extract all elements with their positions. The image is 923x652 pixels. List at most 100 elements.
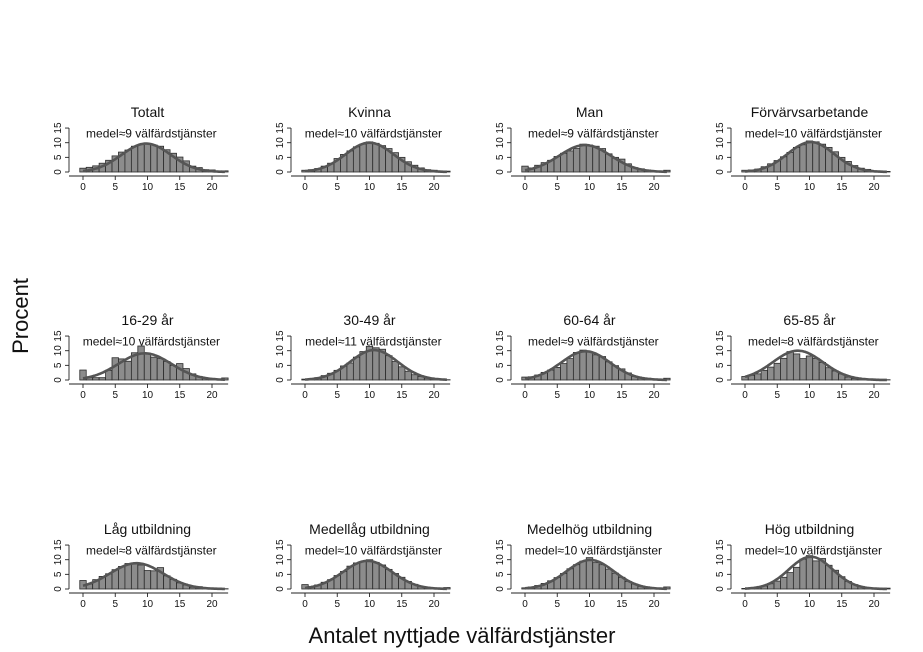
histogram-bar [579, 143, 587, 173]
panel-note: medel≈10 välfärdstjänster [525, 543, 662, 557]
histogram-bar [98, 377, 106, 381]
histogram-bar [579, 560, 587, 590]
y-tick-label: 10 [715, 345, 726, 357]
x-tick-label: 0 [522, 599, 528, 610]
y-tick-label: 5 [495, 571, 506, 577]
x-tick-label: 0 [522, 390, 528, 401]
histogram-bar [163, 361, 171, 381]
x-tick-label: 20 [868, 182, 880, 193]
histogram-bar [812, 141, 820, 173]
histogram-bar [346, 362, 354, 381]
histogram-bar [780, 576, 788, 590]
histogram-bar [372, 561, 380, 590]
histogram-bar [359, 143, 367, 173]
histogram-bar [786, 572, 794, 590]
x-tick-label: 10 [142, 599, 154, 610]
y-axis-label: Procent [8, 278, 33, 354]
histogram-bar [150, 144, 158, 173]
y-tick-label: 5 [275, 571, 286, 577]
normal-curve [524, 350, 667, 382]
histogram-bar [566, 358, 574, 381]
y-tick-label: 5 [495, 362, 506, 368]
histogram-bar [818, 362, 827, 381]
histogram-bar [598, 564, 607, 590]
x-tick-label: 5 [334, 182, 340, 193]
histogram-bar [560, 363, 568, 381]
panel-1: Kvinna medel≈10 välfärdstjänster 0 5 10 15 0 5 1… [275, 104, 451, 193]
panel-3: Förvärvsarbetande medel≈10 välfärdstjänst… [715, 104, 891, 193]
y-tick-label: 15 [495, 330, 506, 342]
panel-title: Totalt [131, 104, 165, 120]
histogram-bar [773, 580, 781, 590]
histogram-bar [352, 356, 361, 381]
histogram-bar [592, 354, 600, 381]
y-tick-label: 0 [715, 377, 726, 383]
histogram-bar [150, 570, 158, 590]
y-tick-label: 15 [715, 539, 726, 551]
panel-note: medel≈10 välfärdstjänster [305, 543, 442, 557]
y-tick-label: 15 [495, 539, 506, 551]
panel-4: 16-29 år medel≈10 välfärdstjänster 0 5 10 15 0… [53, 312, 229, 401]
histogram-bar [385, 355, 393, 381]
normal-curve [82, 142, 225, 174]
histogram-bar [592, 145, 600, 173]
panel-11: Hög utbildning medel≈10 välfärdstjänster 0… [715, 521, 891, 610]
histogram-bar [792, 353, 801, 381]
histogram-bar [825, 367, 833, 381]
histogram-bar [805, 355, 814, 381]
x-tick-label: 0 [742, 182, 748, 193]
histogram-bar [137, 144, 145, 173]
x-tick-label: 15 [174, 182, 186, 193]
x-tick-label: 5 [774, 599, 780, 610]
x-tick-label: 5 [554, 599, 560, 610]
y-tick-label: 15 [53, 330, 64, 342]
y-tick-label: 10 [495, 137, 506, 149]
panel-6: 60-64 år medel≈9 välfärdstjänster 0 5 10 15 0 5… [495, 312, 671, 401]
x-tick-label: 10 [804, 599, 816, 610]
y-tick-label: 10 [275, 345, 286, 357]
x-tick-label: 5 [774, 182, 780, 193]
y-tick-label: 5 [715, 362, 726, 368]
x-tick-label: 5 [334, 599, 340, 610]
y-tick-label: 0 [495, 169, 506, 175]
normal-curve [744, 140, 888, 174]
x-axis-label: Antalet nyttjade välfärdstjänster [309, 623, 616, 648]
y-tick-label: 0 [715, 586, 726, 592]
panel-note: medel≈10 välfärdstjänster [83, 334, 220, 348]
y-tick-label: 5 [53, 362, 64, 368]
histogram-bar [92, 377, 100, 381]
x-tick-label: 5 [774, 390, 780, 401]
histogram-bar [572, 148, 581, 173]
x-tick-label: 20 [206, 390, 218, 401]
x-tick-label: 5 [112, 182, 118, 193]
histogram-bar [572, 352, 581, 381]
histogram-bar [786, 351, 794, 381]
normal-curve [304, 141, 447, 174]
normal-curve [744, 349, 887, 382]
histogram-bar [767, 366, 775, 381]
y-tick-label: 0 [53, 586, 64, 592]
histogram-bar [799, 358, 807, 381]
histogram-bar [404, 370, 412, 381]
histogram-bar [585, 351, 594, 381]
histogram-bar [560, 152, 568, 173]
panel-note: medel≈8 välfärdstjänster [86, 543, 217, 557]
y-tick-label: 0 [715, 169, 726, 175]
y-tick-label: 10 [53, 137, 64, 149]
histogram-bar [372, 142, 380, 173]
histogram-bar [352, 146, 361, 173]
x-tick-label: 20 [206, 182, 218, 193]
x-tick-label: 20 [648, 599, 660, 610]
histogram-bar [792, 146, 801, 173]
x-tick-label: 15 [836, 182, 848, 193]
x-tick-label: 10 [584, 599, 596, 610]
histogram-bar [137, 564, 145, 590]
x-tick-label: 20 [868, 599, 880, 610]
histogram-bar [754, 373, 762, 381]
histogram-bar [143, 143, 152, 173]
y-tick-label: 15 [275, 539, 286, 551]
histogram-bar [130, 563, 139, 590]
y-tick-label: 10 [715, 137, 726, 149]
y-tick-label: 0 [495, 377, 506, 383]
